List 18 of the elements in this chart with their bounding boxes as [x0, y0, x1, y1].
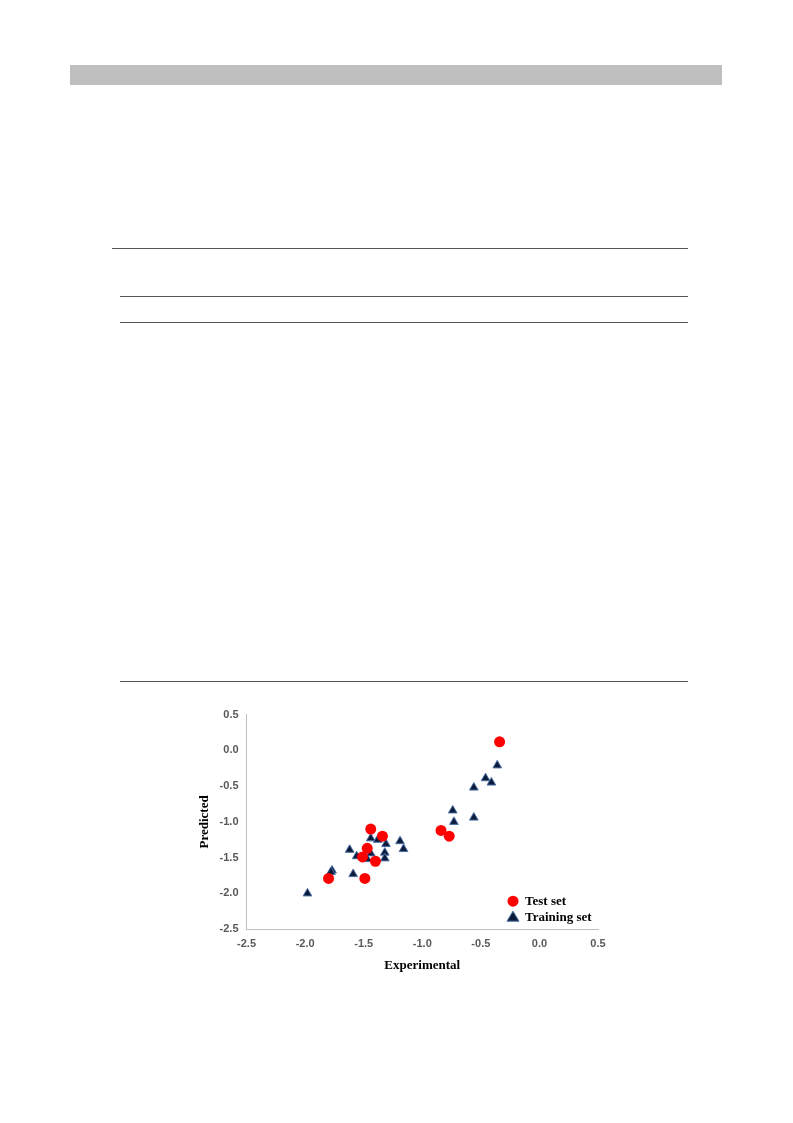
x-axis-title: Experimental — [384, 956, 461, 972]
x-tick-label: 0.5 — [590, 936, 606, 949]
x-tick-label: -1.5 — [354, 936, 374, 949]
x-tick-label: -2.0 — [295, 936, 315, 949]
y-tick-label: 0.5 — [223, 707, 239, 720]
x-tick-label: -2.5 — [237, 936, 257, 949]
y-tick-label: -2.5 — [219, 922, 239, 935]
y-tick-label: -0.5 — [219, 779, 239, 792]
y-axis-title: Predicted — [196, 794, 212, 849]
legend-label: Test set — [525, 892, 567, 908]
y-tick-label: 0.0 — [223, 743, 239, 756]
legend-label: Training set — [525, 908, 593, 924]
y-tick-label: -1.5 — [219, 850, 239, 863]
x-tick-label: 0.0 — [531, 936, 548, 949]
y-tick-label: -1.0 — [219, 814, 239, 827]
x-tick-label: -0.5 — [471, 936, 491, 949]
x-tick-label: -1.0 — [412, 936, 432, 949]
y-tick-label: -2.0 — [219, 886, 239, 899]
